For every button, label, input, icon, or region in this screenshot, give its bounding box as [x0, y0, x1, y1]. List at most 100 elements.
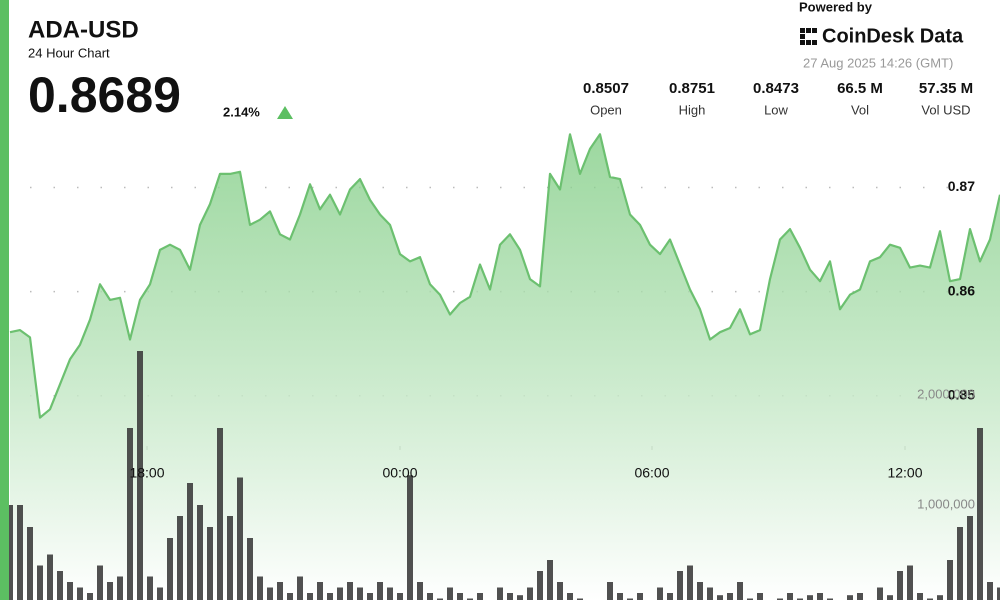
volume-bar [47, 554, 53, 600]
stat-value: 66.5 M [837, 80, 883, 97]
volume-bar [297, 576, 303, 600]
volume-bar [997, 587, 1000, 600]
volume-bar [117, 576, 123, 600]
volume-bar [897, 571, 903, 600]
volume-bar [677, 571, 683, 600]
volume-bar [787, 593, 793, 600]
volume-bar [167, 538, 173, 600]
volume-bar [397, 593, 403, 600]
volume-bar [957, 527, 963, 600]
volume-bar [577, 598, 583, 600]
y-tick-label: 0.87 [948, 178, 975, 194]
change: 2.14% [223, 104, 260, 119]
volume-bar [907, 565, 913, 600]
volume-bar [417, 582, 423, 600]
subtitle: 24 Hour Chart [28, 45, 110, 60]
plot-area: 0.85 0.86 0.87 18:00 00:00 06:00 12:00 1,000,00… [7, 133, 1000, 600]
volume-bar [207, 527, 213, 600]
volume-bar [17, 505, 23, 600]
volume-bar [687, 565, 693, 600]
stat-value: 0.8751 [669, 80, 715, 97]
stat-label: Vol [851, 102, 869, 117]
price-line [9, 133, 1000, 419]
volume-bar [387, 587, 393, 600]
volume-bar [557, 582, 563, 600]
volume-bar [27, 527, 33, 600]
y-tick-label: 0.85 [948, 386, 975, 402]
x-tick-label: 12:00 [887, 465, 922, 481]
volume-bar [747, 598, 753, 600]
volume-bar [717, 595, 723, 600]
volume-bar [227, 516, 233, 600]
volume-bar [7, 505, 13, 600]
volume-bar [407, 475, 413, 600]
volume-bar [697, 582, 703, 600]
volume-bar [607, 582, 613, 600]
x-tick-label: 06:00 [634, 465, 669, 481]
timestamp: 27 Aug 2025 14:26 (GMT) [803, 55, 953, 70]
fill-layer [10, 134, 1000, 600]
volume-bar [247, 538, 253, 600]
volume-bar [667, 593, 673, 600]
volume-bar [797, 598, 803, 600]
volume-bar [987, 582, 993, 600]
volume-bar [217, 428, 223, 600]
volume-bar [927, 598, 933, 600]
volume-bar [887, 595, 893, 600]
volume-bar [517, 595, 523, 600]
volume-bar [127, 428, 133, 600]
volume-bar [657, 587, 663, 600]
volume-bar [467, 598, 473, 600]
volume-bar [877, 587, 883, 600]
volume-bar [307, 593, 313, 600]
powered-by: Powered by [799, 0, 873, 14]
volume-bar [617, 593, 623, 600]
volume-layer [7, 351, 1000, 600]
stat-value: 57.35 M [919, 80, 973, 97]
volume-bar [537, 571, 543, 600]
stat-value: 0.8507 [583, 80, 629, 97]
volume-bar [807, 595, 813, 600]
volume-bar [527, 587, 533, 600]
volume-bar [477, 593, 483, 600]
up-arrow [277, 106, 293, 119]
volume-bar [137, 351, 143, 600]
volume-bar [427, 593, 433, 600]
brand: CoinDesk Data [822, 25, 964, 47]
volume-bar [267, 587, 273, 600]
volume-bar [77, 587, 83, 600]
volume-bar [147, 576, 153, 600]
x-tick-label: 18:00 [129, 465, 164, 481]
volume-bar [857, 593, 863, 600]
volume-bar [187, 483, 193, 600]
volume-bar [177, 516, 183, 600]
volume-bar [817, 593, 823, 600]
x-tick-label: 00:00 [382, 465, 417, 481]
stat-value: 0.8473 [753, 80, 799, 97]
volume-bar [547, 560, 553, 600]
stats: 0.8507 Open 0.8751 High 0.8473 Low 66.5 M Vol 57… [583, 80, 973, 117]
price: 0.8689 [28, 67, 181, 123]
volume-bar [367, 593, 373, 600]
volume-bar [287, 593, 293, 600]
label-layer: 0.85 0.86 0.87 18:00 00:00 06:00 12:00 1,000,00… [129, 178, 975, 511]
volume-bar [157, 587, 163, 600]
volume-bar [967, 516, 973, 600]
volume-bar [917, 593, 923, 600]
ticker: ADA-USD [28, 16, 139, 43]
volume-bar [497, 587, 503, 600]
accent-bar [0, 0, 9, 600]
volume-bar [727, 593, 733, 600]
volume-bar [977, 428, 983, 600]
volume-bar [567, 593, 573, 600]
volume-bar [277, 582, 283, 600]
volume-bar [87, 593, 93, 600]
y-tick-label: 0.86 [948, 282, 975, 298]
volume-bar [377, 582, 383, 600]
stat-label: Vol USD [921, 102, 970, 117]
volume-bar [707, 587, 713, 600]
brand-logo [800, 28, 817, 45]
volume-bar [847, 595, 853, 600]
volume-bar [637, 593, 643, 600]
